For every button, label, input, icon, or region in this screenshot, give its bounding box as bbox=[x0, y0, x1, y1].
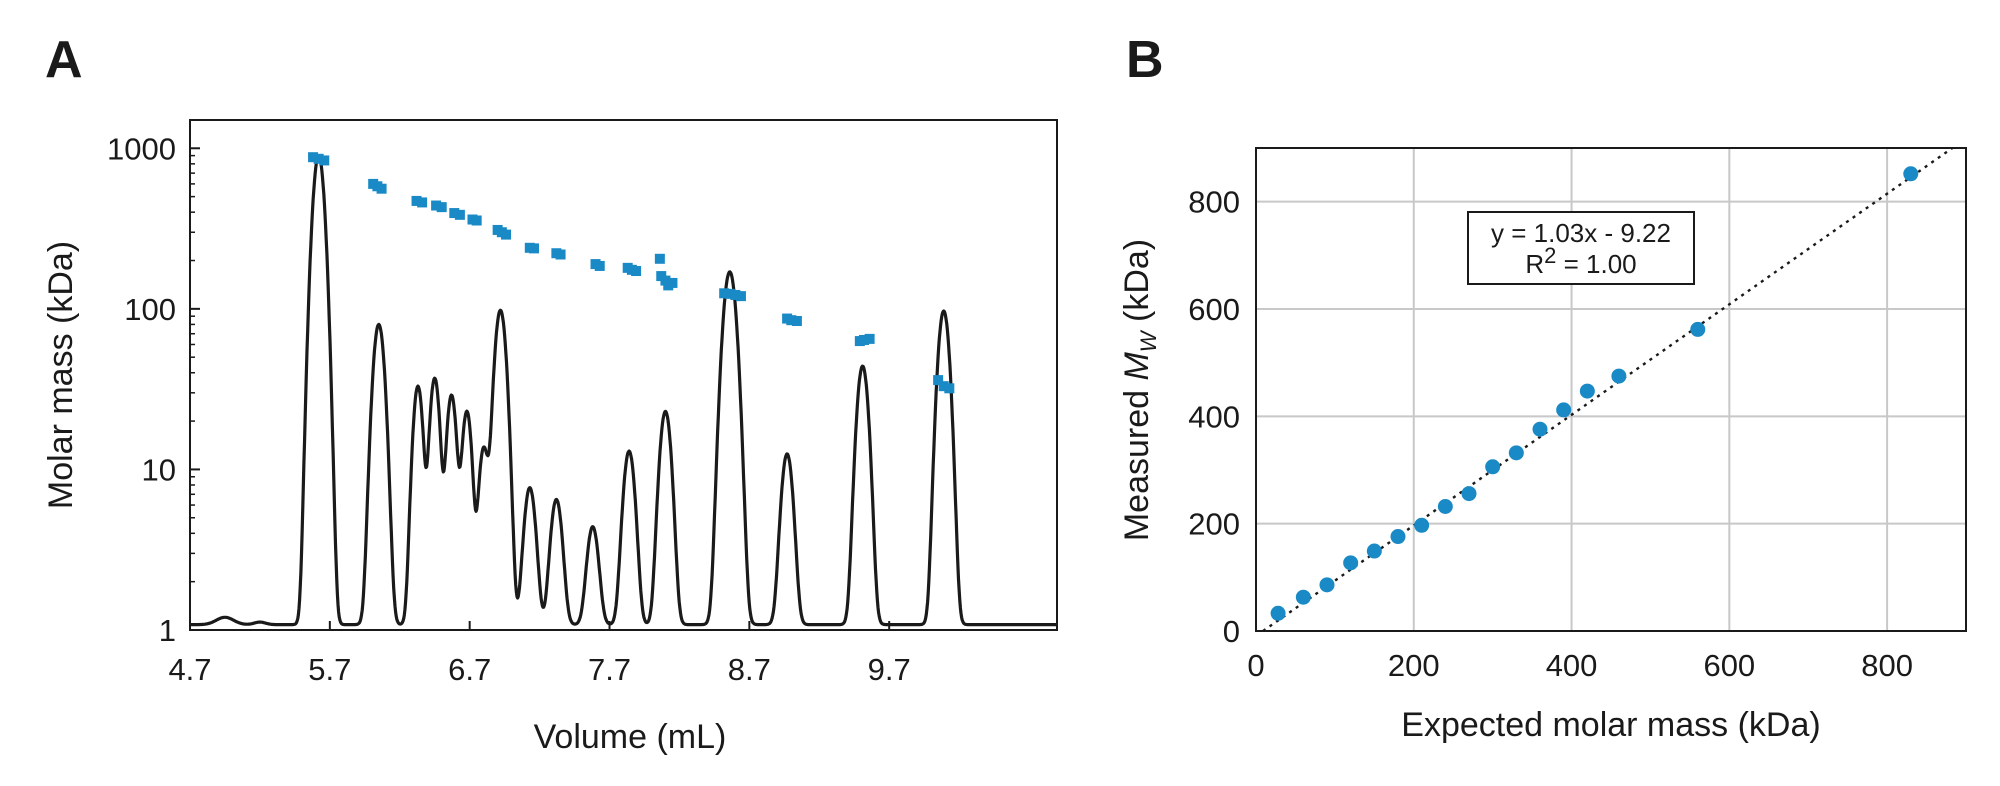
panel-a-y-tick-label: 10 bbox=[142, 452, 176, 487]
panel-a-molar-mass-point bbox=[719, 288, 730, 299]
panel-a-molar-mass-point bbox=[667, 277, 678, 288]
panel-b-data-point bbox=[1366, 543, 1382, 559]
panel-b-data-point bbox=[1390, 529, 1406, 545]
panel-a-letter: A bbox=[45, 31, 83, 89]
panel-a-y-tick-label: 1000 bbox=[107, 131, 176, 166]
panel-b-letter: B bbox=[1126, 31, 1164, 89]
panel-a-molar-mass-point bbox=[938, 381, 949, 392]
panel-a-molar-mass-point bbox=[631, 266, 642, 277]
panel-b-x-tick-label: 600 bbox=[1703, 648, 1755, 683]
panel-b-data-point bbox=[1461, 486, 1477, 502]
panel-a-molar-mass-point bbox=[529, 243, 540, 254]
panel-a-molar-mass-point bbox=[859, 334, 870, 345]
panel-a-molar-mass-point bbox=[730, 289, 741, 300]
y-label-prefix: Measured bbox=[1118, 381, 1156, 542]
panel-b-data-point bbox=[1556, 402, 1572, 418]
panel-a-chromatogram-chart: 4.7 5.7 6.7 7.7 8.7 9.7 1 10 100 1000 Volume (mL)… bbox=[42, 119, 1058, 756]
panel-b-data-point bbox=[1414, 517, 1430, 533]
panel-a-molar-mass-point bbox=[454, 209, 465, 220]
panel-b-y-tick-label: 0 bbox=[1223, 614, 1240, 649]
panel-a-axes: 4.7 5.7 6.7 7.7 8.7 9.7 1 10 100 1000 bbox=[107, 131, 911, 687]
r-squared-superscript: 2 bbox=[1544, 243, 1556, 268]
panel-a-molar-mass-point bbox=[654, 253, 665, 264]
panel-a-molar-mass-point bbox=[308, 152, 319, 163]
panel-a-molar-mass-points bbox=[308, 152, 955, 394]
panel-b-data-point bbox=[1532, 421, 1548, 437]
r-squared-value: = 1.00 bbox=[1556, 249, 1636, 279]
panel-b-x-tick-label: 400 bbox=[1546, 648, 1598, 683]
equation-line-1: y = 1.03x - 9.22 bbox=[1491, 218, 1671, 248]
equation-line-2: R2 = 1.00 bbox=[1525, 243, 1636, 279]
panel-b-data-point bbox=[1903, 166, 1919, 182]
panel-b-data-point bbox=[1319, 577, 1335, 593]
panel-b-data-point bbox=[1437, 498, 1453, 514]
panel-a-molar-mass-point bbox=[471, 215, 482, 226]
panel-b-grid-and-ticks: 0 200 400 600 800 0 200 400 600 800 bbox=[1188, 148, 1966, 683]
panel-b-data-point bbox=[1579, 383, 1595, 399]
equation-box-frame bbox=[1467, 211, 1695, 285]
panel-a-molar-mass-point bbox=[411, 195, 422, 206]
panel-a-y-axis-label: Molar mass (kDa) bbox=[42, 241, 80, 509]
panel-a-x-tick-label: 4.7 bbox=[168, 652, 211, 687]
panel-a-molar-mass-point bbox=[735, 291, 746, 302]
panel-b-x-tick-label: 0 bbox=[1247, 648, 1264, 683]
panel-a-molar-mass-point bbox=[417, 197, 428, 208]
panel-b-equation-box: y = 1.03x - 9.22 R2 = 1.00 bbox=[1467, 211, 1695, 285]
panel-a-plot-frame bbox=[189, 119, 1058, 631]
panel-a-chromatogram-trace bbox=[189, 154, 1058, 627]
panel-b-y-tick-label: 200 bbox=[1188, 507, 1240, 542]
panel-b-data-point bbox=[1343, 555, 1359, 571]
panel-a-x-tick-label: 9.7 bbox=[868, 652, 911, 687]
panel-a-y-tick-label: 1 bbox=[159, 613, 176, 648]
y-label-suffix: (kDa) bbox=[1118, 239, 1156, 332]
panel-a-x-axis-label: Volume (mL) bbox=[534, 718, 727, 756]
panel-a-molar-mass-point bbox=[376, 183, 387, 194]
panel-a-molar-mass-point bbox=[555, 249, 566, 260]
panel-a-y-tick-label: 100 bbox=[124, 292, 176, 327]
panel-a-molar-mass-point bbox=[791, 316, 802, 327]
panel-a-x-tick-label: 5.7 bbox=[308, 652, 351, 687]
panel-b-x-tick-label: 200 bbox=[1388, 648, 1440, 683]
y-label-subscript: W bbox=[1136, 329, 1161, 352]
panel-a-molar-mass-point bbox=[933, 375, 944, 386]
panel-b-data-points bbox=[1270, 166, 1919, 621]
panel-a-molar-mass-point bbox=[724, 288, 735, 299]
panel-b-plot-frame bbox=[1255, 147, 1967, 632]
panel-b-scatter-chart: 0 200 400 600 800 0 200 400 600 800 y = 1.03x - 9… bbox=[1118, 147, 1967, 744]
panel-b-y-tick-label: 400 bbox=[1188, 399, 1240, 434]
panel-a-molar-mass-point bbox=[431, 200, 442, 211]
panel-b-x-axis-label: Expected molar mass (kDa) bbox=[1401, 706, 1820, 744]
panel-a-molar-mass-point bbox=[864, 333, 875, 344]
panel-a-molar-mass-point bbox=[319, 155, 330, 166]
panel-a-molar-mass-point bbox=[313, 153, 324, 164]
panel-a-molar-mass-point bbox=[436, 202, 447, 213]
panel-a-x-tick-label: 7.7 bbox=[588, 652, 631, 687]
panel-b-y-tick-label: 600 bbox=[1188, 292, 1240, 327]
r-symbol: R bbox=[1525, 249, 1544, 279]
panel-b-data-point bbox=[1485, 459, 1501, 475]
panel-b-y-axis-label: Measured MW (kDa) bbox=[1118, 239, 1161, 541]
panel-b-data-point bbox=[1270, 605, 1286, 621]
panel-b-data-point bbox=[1611, 368, 1627, 384]
y-label-variable: M bbox=[1118, 352, 1156, 381]
panel-a-x-tick-label: 6.7 bbox=[448, 652, 491, 687]
panel-a-molar-mass-point bbox=[786, 315, 797, 326]
panel-a-molar-mass-point bbox=[594, 260, 605, 271]
panel-b-data-point bbox=[1508, 445, 1524, 461]
panel-b-y-tick-label: 800 bbox=[1188, 185, 1240, 220]
panel-a-x-tick-label: 8.7 bbox=[728, 652, 771, 687]
panel-b-data-point bbox=[1690, 321, 1706, 337]
panel-b-x-tick-label: 800 bbox=[1861, 648, 1913, 683]
panel-a-molar-mass-point bbox=[944, 383, 955, 394]
panel-b-data-point bbox=[1295, 589, 1311, 605]
panel-a-molar-mass-point bbox=[449, 208, 460, 219]
panel-a-molar-mass-point bbox=[501, 229, 512, 240]
